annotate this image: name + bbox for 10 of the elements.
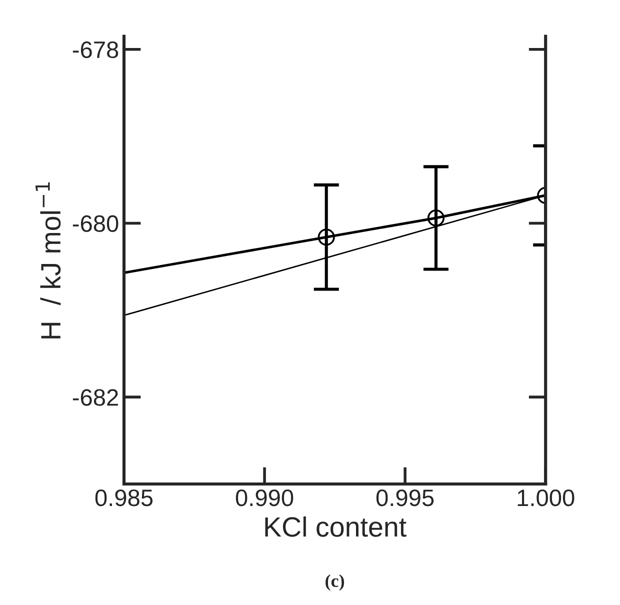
x-tick-label: 1.000 [518,489,574,506]
y-axis-title: H / kJ mol$^{−1}$ [36,182,61,338]
text: (c) [326,574,344,591]
x-axis-title: KCl content [265,516,406,537]
x-tick-label: 0.995 [376,489,434,506]
x-tick-label: 0.990 [236,489,294,506]
y-tick-label: -680 [72,215,118,232]
y-tick-label: -682 [72,389,118,406]
y-tick-label: -678 [72,41,118,58]
x-tick-label: 0.985 [95,489,153,506]
